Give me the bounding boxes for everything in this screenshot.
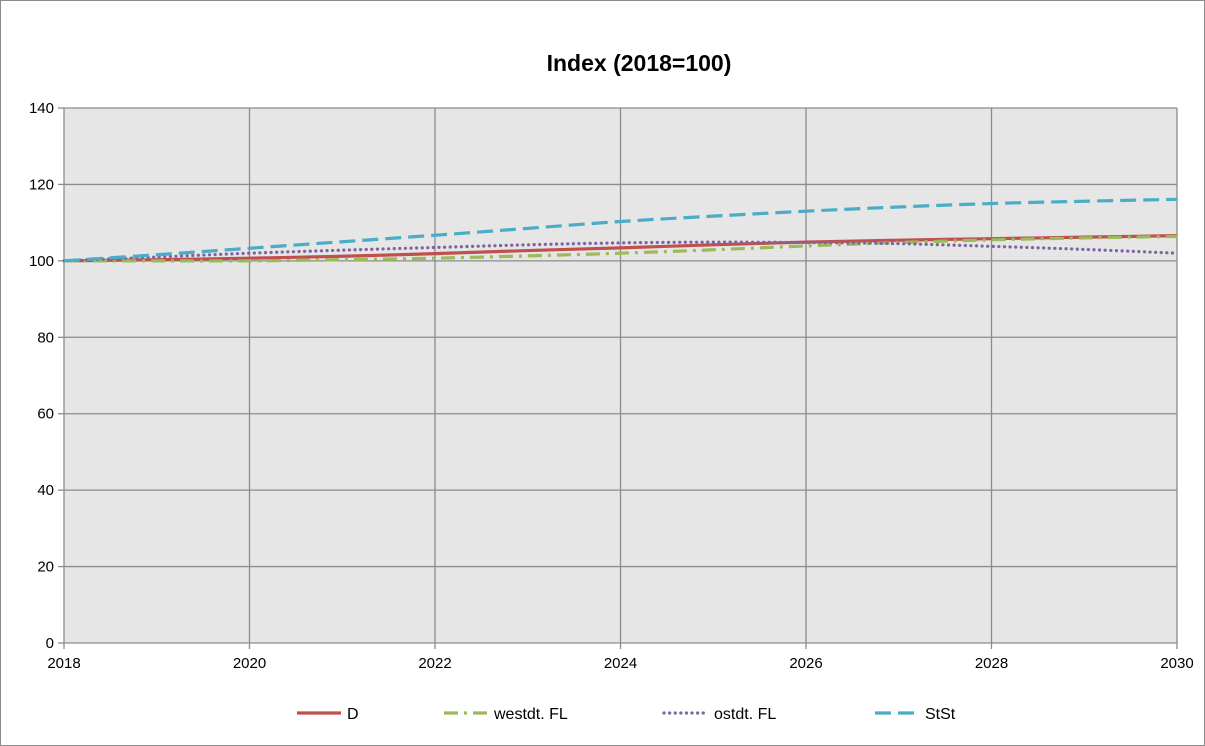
x-tick-label: 2022 [418, 655, 451, 672]
y-tick-label: 80 [37, 329, 54, 346]
y-tick-label: 20 [37, 559, 54, 576]
series-line-1 [63, 234, 1178, 263]
series-line-4 [63, 197, 1178, 263]
y-tick-label: 60 [37, 406, 54, 423]
x-tick-label: 2030 [1160, 655, 1193, 672]
grid-lines [64, 107, 1178, 643]
series-line-3 [62, 240, 1179, 263]
legend-label: D [347, 706, 359, 723]
x-tick-label: 2028 [975, 655, 1008, 672]
y-tick-label: 0 [46, 635, 54, 652]
y-tick-label: 120 [29, 176, 54, 193]
series-line-2 [63, 234, 1178, 263]
chart-title: Index (2018=100) [547, 50, 732, 76]
y-tick-label: 140 [29, 100, 54, 117]
y-tick-label: 40 [37, 482, 54, 499]
legend-item: D [297, 706, 359, 723]
axes: 0 20 40 60 80 100 120 140 2018 2020 2022 2024 2026 20… [29, 100, 1194, 672]
legend-item: ostdt. FL [662, 706, 776, 723]
x-tick-label: 2020 [233, 655, 266, 672]
y-tick-label: 100 [29, 253, 54, 270]
legend-item: westdt. FL [444, 706, 568, 723]
legend-label: ostdt. FL [714, 706, 776, 723]
legend-item: StSt [875, 706, 956, 723]
x-tick-label: 2018 [47, 655, 80, 672]
legend-label: westdt. FL [493, 706, 568, 723]
legend-label: StSt [925, 706, 956, 723]
series-lines [62, 197, 1179, 263]
x-tick-label: 2024 [604, 655, 637, 672]
x-tick-label: 2026 [789, 655, 822, 672]
